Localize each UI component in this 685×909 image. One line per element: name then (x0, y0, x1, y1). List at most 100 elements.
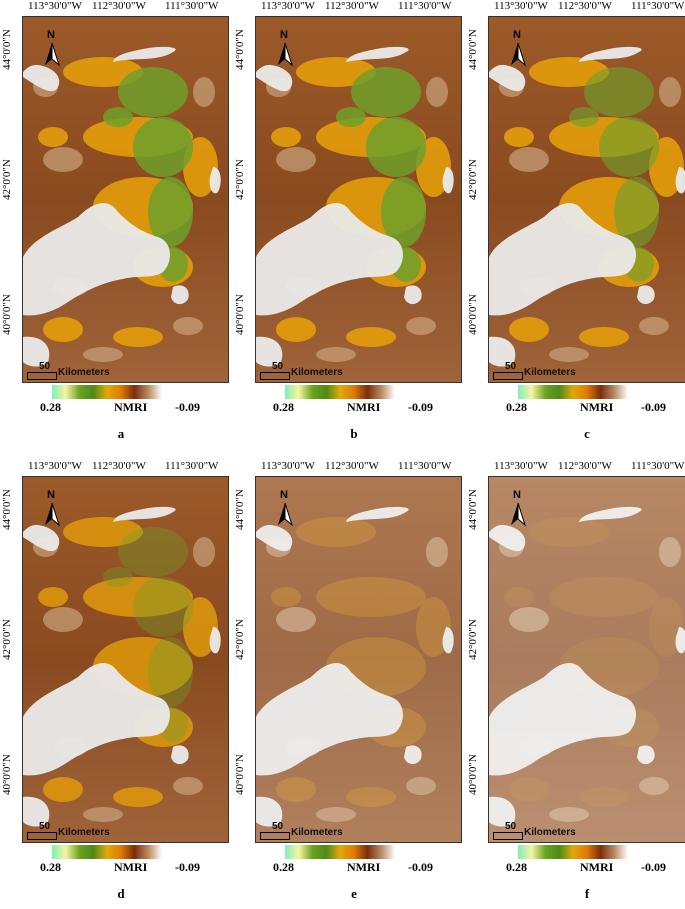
bare-plain-area (256, 662, 403, 776)
vegetation-green-patch (118, 67, 188, 117)
map-frame: N 50 Kilometers (22, 16, 229, 383)
low-index-patch (316, 347, 356, 362)
low-index-patch (43, 607, 83, 632)
vegetation-orange-patch (579, 327, 629, 347)
bare-plain-area (637, 285, 655, 305)
bare-plain-area (23, 796, 50, 827)
north-arrow: N (507, 489, 529, 529)
longitude-label: 111°30'0"W (631, 0, 685, 12)
vegetation-orange-patch (63, 517, 143, 547)
low-index-patch (659, 77, 681, 107)
legend-title: NMRI (347, 400, 381, 414)
latitude-label: 40°0'0"N (1, 754, 13, 795)
low-index-patch (426, 77, 448, 107)
longitude-labels: 113°30'0"W 112°30'0"W 111°30'0"W (243, 0, 465, 14)
bare-plain-area (256, 796, 283, 827)
vegetation-green-patch (148, 637, 193, 707)
vegetation-green-patch (103, 567, 133, 587)
scale-bar-box (493, 832, 523, 840)
scale-bar-box (493, 372, 523, 380)
vegetation-orange-patch (183, 597, 218, 657)
vegetation-orange-patch (83, 577, 193, 617)
low-index-patch (173, 317, 203, 335)
low-index-patch (509, 147, 549, 172)
latitude-label: 44°0'0"N (1, 29, 13, 70)
latitude-label: 44°0'0"N (234, 29, 246, 70)
longitude-label: 111°30'0"W (631, 460, 685, 472)
latitude-label: 40°0'0"N (234, 754, 246, 795)
bare-plain-area (404, 745, 422, 765)
bare-plain-area (256, 64, 293, 92)
latitude-label: 44°0'0"N (1, 489, 13, 530)
latitude-label: 42°0'0"N (467, 619, 479, 660)
bare-plain-area (209, 167, 221, 194)
longitude-label: 111°30'0"W (165, 460, 219, 472)
longitude-label: 111°30'0"W (398, 460, 452, 472)
bare-plain-area (489, 796, 516, 827)
latitude-label: 40°0'0"N (467, 294, 479, 335)
low-index-patch (639, 317, 669, 335)
vegetation-orange-patch (649, 597, 684, 657)
scale-unit: Kilometers (524, 827, 576, 838)
scale-bar-box (260, 372, 290, 380)
longitude-label: 112°30'0"W (92, 460, 146, 472)
nmri-raster (23, 477, 228, 842)
low-index-patch (276, 607, 316, 632)
bare-plain-area (256, 202, 403, 316)
vegetation-orange-patch (271, 587, 301, 607)
vegetation-orange-patch (416, 597, 451, 657)
legend-max-label: -0.09 (408, 860, 433, 874)
low-index-patch (276, 147, 316, 172)
legend-min-label: 0.28 (273, 860, 294, 874)
legend (52, 845, 162, 859)
scale-value: 50 (505, 361, 517, 372)
bare-plain-area (256, 336, 283, 367)
bare-plain-area (113, 46, 176, 62)
legend (518, 385, 628, 399)
bare-plain-area (579, 46, 642, 62)
vegetation-orange-patch (504, 587, 534, 607)
vegetation-green-patch (148, 177, 193, 247)
scale-value: 50 (272, 821, 284, 832)
bare-plain-area (209, 627, 221, 654)
low-index-patch (549, 807, 589, 822)
vegetation-orange-patch (43, 317, 83, 342)
legend-min-label: 0.28 (506, 860, 527, 874)
vegetation-orange-patch (509, 317, 549, 342)
low-index-patch (509, 607, 549, 632)
low-index-patch (406, 777, 436, 795)
legend-title: NMRI (580, 400, 614, 414)
vegetation-green-patch (614, 177, 659, 247)
vegetation-orange-patch (276, 317, 316, 342)
scale-bar-box (27, 372, 57, 380)
north-label: N (280, 29, 288, 41)
longitude-label: 113°30'0"W (261, 460, 315, 472)
nmri-raster (256, 17, 461, 382)
latitude-label: 40°0'0"N (1, 294, 13, 335)
bare-plain-area (23, 64, 60, 92)
north-label: N (513, 489, 521, 501)
legend-max-label: -0.09 (641, 860, 666, 874)
low-index-patch (83, 347, 123, 362)
low-index-patch (549, 347, 589, 362)
map-panel-a: 113°30'0"W 112°30'0"W 111°30'0"W N 50 Kilomet… (1, 0, 232, 441)
map-frame: N 50 Kilometers (488, 16, 685, 383)
low-index-patch (83, 807, 123, 822)
scale-value: 50 (505, 821, 517, 832)
low-index-patch (173, 777, 203, 795)
vegetation-orange-patch (113, 787, 163, 807)
bare-plain-area (171, 745, 189, 765)
longitude-labels: 113°30'0"W 112°30'0"W 111°30'0"W (10, 0, 232, 14)
map-frame: N 50 Kilometers (488, 476, 685, 843)
vegetation-green-patch (381, 177, 426, 247)
legend-min-label: 0.28 (40, 860, 61, 874)
legend (518, 845, 628, 859)
panel-label: d (117, 886, 125, 901)
low-index-patch (193, 77, 215, 107)
low-index-patch (316, 807, 356, 822)
low-index-patch (659, 537, 681, 567)
scale-value: 50 (272, 361, 284, 372)
vegetation-orange-patch (316, 577, 426, 617)
legend-min-label: 0.28 (273, 400, 294, 414)
pale-overlay (256, 477, 461, 842)
